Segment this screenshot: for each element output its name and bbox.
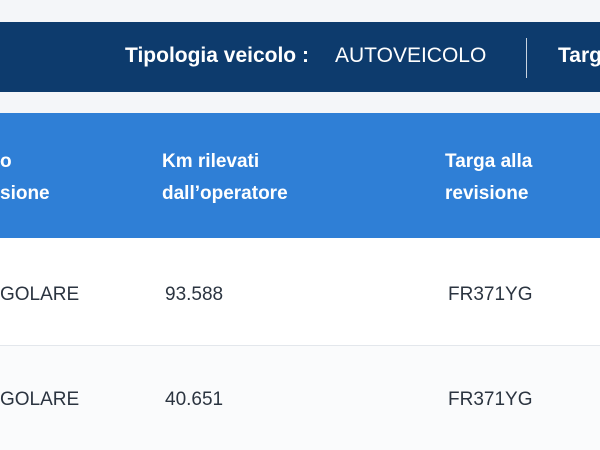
header-line: sione <box>0 183 50 204</box>
vehicle-type-value: AUTOVEICOLO <box>335 44 487 67</box>
table-header: o sione Km rilevati dall’operatore Targa… <box>0 113 600 238</box>
table-row: GOLARE 93.588 FR371YG <box>0 238 600 346</box>
vehicle-type-label: Tipologia veicolo : <box>125 44 309 67</box>
header-cell: Km rilevati dall’operatore <box>162 146 288 210</box>
header-line: Km rilevati <box>162 151 260 172</box>
header-cell: o sione <box>0 146 50 210</box>
header-cell: Targa alla revisione <box>445 146 532 210</box>
cell: 93.588 <box>165 284 224 305</box>
header-line: dall’operatore <box>162 183 288 204</box>
info-bar: Tipologia veicolo : AUTOVEICOLO Targ <box>0 22 600 92</box>
cell: GOLARE <box>0 284 80 305</box>
header-line: Targa alla <box>445 151 533 172</box>
cell: FR371YG <box>448 389 533 410</box>
table-row: GOLARE 40.651 FR371YG <box>0 346 600 450</box>
header-line: revisione <box>445 183 529 204</box>
cell: 40.651 <box>165 389 224 410</box>
header-line: o <box>0 151 12 172</box>
cell: GOLARE <box>0 389 80 410</box>
divider <box>526 38 527 78</box>
plate-label: Targ <box>558 44 600 67</box>
cell: FR371YG <box>448 284 533 305</box>
